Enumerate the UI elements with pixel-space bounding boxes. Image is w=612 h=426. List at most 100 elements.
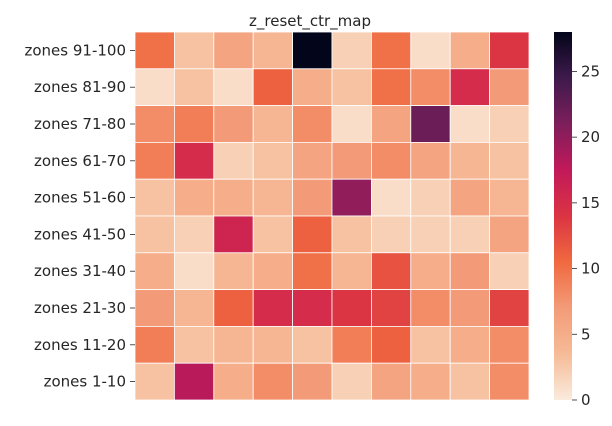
heatmap-cell (410, 325, 451, 364)
heatmap-cell (173, 252, 215, 291)
heatmap-cell (489, 362, 530, 401)
heatmap-cell (134, 289, 175, 327)
heatmap-cell (213, 289, 254, 327)
heatmap-cell (370, 178, 412, 217)
row-labels: zones 91-100 zones 81-90 zones 71-80 zones … (25, 41, 135, 391)
heatmap-cell (489, 289, 530, 327)
row-label: zones 81-90 (34, 78, 126, 96)
heatmap-cell (134, 252, 175, 291)
heatmap-cell (370, 289, 412, 327)
heatmap-cell (370, 141, 412, 180)
heatmap-cell (449, 289, 491, 327)
heatmap-cell (134, 325, 175, 364)
heatmap-cell (173, 289, 215, 327)
heatmap-cell (292, 178, 333, 217)
colorbar (554, 32, 572, 400)
heatmap-cell (331, 252, 372, 291)
heatmap-cell (213, 252, 254, 291)
heatmap-cell (489, 252, 530, 291)
heatmap-cell (213, 362, 254, 401)
heatmap-cell (252, 325, 293, 364)
heatmap-cell (213, 31, 254, 70)
heatmap-cell (489, 68, 530, 107)
heatmap-cells (134, 31, 530, 401)
heatmap-cell (489, 178, 530, 217)
heatmap-cell (213, 105, 254, 143)
heatmap-cell (370, 252, 412, 291)
heatmap-cell (173, 215, 215, 254)
heatmap-cell (489, 215, 530, 254)
heatmap-cell (173, 141, 215, 180)
heatmap-cell (449, 31, 491, 70)
colorbar-tick-label: 15 (581, 194, 600, 212)
colorbar-tick-label: 20 (581, 128, 600, 146)
heatmap-cell (370, 105, 412, 143)
heatmap-cell (252, 31, 293, 70)
row-label: zones 41-50 (34, 225, 126, 243)
heatmap-cell (213, 68, 254, 107)
heatmap-cell (370, 362, 412, 401)
heatmap-cell (134, 105, 175, 143)
heatmap-cell (331, 141, 372, 180)
heatmap-cell (331, 68, 372, 107)
heatmap-cell (370, 325, 412, 364)
row-label: zones 1-10 (44, 373, 126, 391)
heatmap-cell (134, 178, 175, 217)
heatmap-cell (410, 31, 451, 70)
heatmap-cell (331, 289, 372, 327)
heatmap-cell (134, 31, 175, 70)
heatmap-cell (213, 141, 254, 180)
row-label: zones 71-80 (34, 115, 126, 133)
heatmap-cell (331, 105, 372, 143)
heatmap-cell (252, 68, 293, 107)
row-label: zones 31-40 (34, 262, 126, 280)
heatmap-cell (410, 215, 451, 254)
colorbar-ticks: 0 5 10 15 20 25 (572, 62, 600, 409)
heatmap-cell (292, 141, 333, 180)
row-label: zones 51-60 (34, 189, 126, 207)
heatmap-cell (213, 325, 254, 364)
colorbar-tick-label: 10 (581, 260, 600, 278)
heatmap-cell (489, 141, 530, 180)
heatmap-cell (134, 362, 175, 401)
heatmap-cell (331, 215, 372, 254)
heatmap-cell (410, 362, 451, 401)
heatmap-cell (370, 68, 412, 107)
heatmap-cell (370, 31, 412, 70)
heatmap-cell (489, 31, 530, 70)
heatmap-cell (292, 252, 333, 291)
heatmap-cell (410, 105, 451, 143)
heatmap-cell (213, 178, 254, 217)
heatmap-cell (292, 362, 333, 401)
colorbar-tick-label: 0 (581, 391, 591, 409)
heatmap-cell (292, 289, 333, 327)
heatmap-cell (449, 325, 491, 364)
heatmap-cell (331, 31, 372, 70)
heatmap-cell (331, 178, 372, 217)
heatmap-cell (331, 362, 372, 401)
heatmap-cell (410, 289, 451, 327)
heatmap-cell (173, 178, 215, 217)
heatmap-cell (213, 215, 254, 254)
heatmap-cell (252, 141, 293, 180)
heatmap-cell (410, 178, 451, 217)
heatmap-cell (173, 325, 215, 364)
heatmap-cell (173, 31, 215, 70)
colorbar-tick-label: 25 (581, 62, 600, 80)
row-label: zones 91-100 (25, 41, 127, 59)
row-label: zones 11-20 (34, 336, 126, 354)
heatmap-cell (449, 141, 491, 180)
heatmap-cell (292, 105, 333, 143)
row-label: zones 21-30 (34, 299, 126, 317)
heatmap-cell (449, 215, 491, 254)
heatmap-cell (252, 178, 293, 217)
heatmap-cell (252, 252, 293, 291)
heatmap-cell (410, 141, 451, 180)
heatmap-cell (410, 252, 451, 291)
heatmap-cell (449, 252, 491, 291)
heatmap-cell (134, 141, 175, 180)
heatmap-cell (449, 68, 491, 107)
heatmap-cell (410, 68, 451, 107)
